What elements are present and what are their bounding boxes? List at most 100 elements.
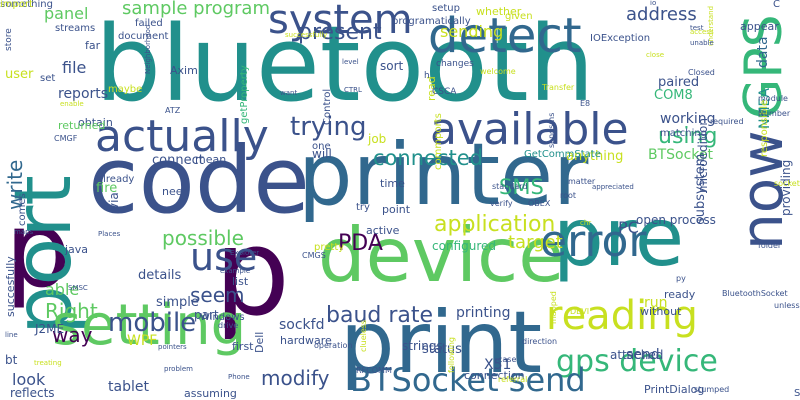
word-operation: operation <box>314 341 353 350</box>
word-system: system <box>268 0 413 43</box>
word-sort: sort <box>380 59 404 73</box>
word-connected: connected <box>373 146 483 170</box>
word-required: required <box>710 117 744 126</box>
word-printing: printing <box>456 305 511 321</box>
word-s: S <box>794 388 800 399</box>
word-example: example <box>220 267 251 275</box>
word-application: application <box>434 212 556 237</box>
word-pda: PDA <box>338 231 383 256</box>
word-pre: pre <box>553 191 685 284</box>
word-access: access <box>690 28 714 36</box>
word-document: document <box>118 31 169 42</box>
word-standard: standard <box>492 182 528 191</box>
word-trying: trying <box>290 112 367 142</box>
word-printdialog: PrintDialog <box>644 383 705 396</box>
word-test: test <box>690 24 704 32</box>
word-py: py <box>676 274 686 283</box>
word-will: will <box>312 147 332 161</box>
word-enable: enable <box>60 100 84 108</box>
word-bluetooth: bluetooth <box>95 3 595 125</box>
word-btsocket: BTSocket <box>648 147 714 163</box>
word-reports: reports <box>58 86 109 102</box>
word-ready: ready <box>664 288 696 301</box>
word-p: p <box>214 204 291 343</box>
word-list: list <box>232 275 249 288</box>
word-baud-rate: baud rate <box>326 303 434 328</box>
word-p: p <box>5 189 72 311</box>
word-clueless: clueless <box>359 319 368 352</box>
word-unable: unable <box>690 39 714 47</box>
word-root: root <box>560 191 577 200</box>
word-neighborhood: Neighborhood <box>144 24 152 74</box>
word-send: send <box>626 347 660 363</box>
word-sendsms: sendsms <box>547 112 556 148</box>
word-active: active <box>366 224 400 237</box>
word-programatically: programatically <box>392 16 471 27</box>
word-import: import <box>0 0 34 10</box>
word-reading: reading <box>546 293 698 339</box>
word-want: want <box>280 89 298 97</box>
word-seem: seem <box>190 283 245 307</box>
word-run: run <box>644 295 668 311</box>
word-explorer: Explorer <box>230 249 260 257</box>
word-target: target <box>508 232 563 253</box>
word-cmgs: CMGS <box>302 251 326 260</box>
word-phone: Phone <box>228 373 250 381</box>
word-time: time <box>380 177 405 190</box>
word-using: using <box>658 124 718 149</box>
word-use: use <box>190 235 258 279</box>
word-tablet: tablet <box>108 379 149 395</box>
word-user: user <box>5 67 34 82</box>
word-commports: commports <box>433 113 444 170</box>
word-something: something <box>0 0 53 10</box>
word-present: present <box>298 20 382 45</box>
word-appear: appear <box>740 20 779 33</box>
word-mean: mean <box>195 153 227 166</box>
word-maybe: maybe <box>108 84 143 95</box>
word-whether: whether <box>476 5 522 18</box>
word-available: available <box>430 104 629 155</box>
word-h: h <box>424 71 430 81</box>
word-ioexception: IOException <box>590 33 651 44</box>
word-way: way <box>52 323 93 347</box>
word-pretty: pretty <box>314 242 345 253</box>
word-printer: printer <box>298 125 589 225</box>
word-level: level <box>342 58 359 66</box>
word-stumped: stumped <box>694 385 730 394</box>
word-socket: socket <box>774 179 800 188</box>
word-maps: maps <box>14 228 34 236</box>
word-possible: possible <box>162 226 244 250</box>
word-assuming: assuming <box>184 387 237 400</box>
word-unless: unless <box>774 301 800 310</box>
word-obtain: obtain <box>78 116 113 129</box>
word-matching: matching <box>660 128 708 139</box>
word-data: data <box>755 36 771 68</box>
word-csca: CSCA <box>432 87 457 97</box>
word-case: case <box>498 355 517 364</box>
word-e8: E8 <box>580 99 591 108</box>
word-direction: direction <box>522 337 558 346</box>
word-welcome: welcome <box>480 67 516 76</box>
word-failed: failed <box>135 18 163 29</box>
word-address: address <box>626 4 697 25</box>
word-mapped: mapped <box>549 291 558 324</box>
word-given: given <box>505 11 533 22</box>
word-status: status <box>422 342 462 357</box>
word-via: via <box>107 192 121 210</box>
word-appreciated: appreciated <box>592 183 634 191</box>
word-line: line <box>5 331 18 339</box>
word-streams: streams <box>55 23 96 34</box>
word-x51: X51 <box>484 357 512 373</box>
word-one: one <box>312 141 331 152</box>
word-far: far <box>85 39 101 52</box>
word-first: first <box>232 340 254 353</box>
word-changes: changes <box>436 59 474 69</box>
word-fire: fire <box>96 181 118 196</box>
word-setup: setup <box>432 3 460 14</box>
word-drive: drive <box>218 321 239 330</box>
word-smsc: SMSC <box>68 284 88 292</box>
word-comes: comes <box>17 193 28 226</box>
word-devi: DEVI <box>570 307 590 316</box>
word-anything: anything <box>566 149 624 164</box>
word-number: Number <box>758 109 791 118</box>
